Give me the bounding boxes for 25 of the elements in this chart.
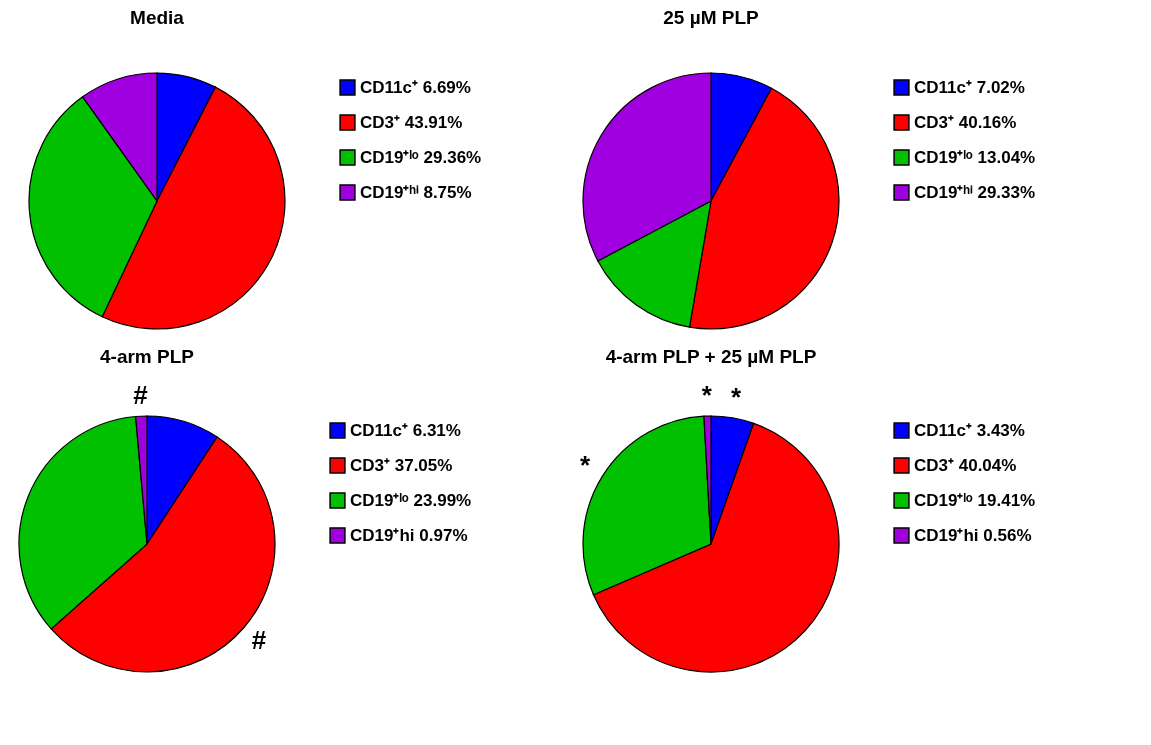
text: * (701, 380, 712, 411)
legend-label: CD3⁺ 40.04% (914, 455, 1017, 475)
legend-label: CD19⁺ˡᵒ 29.36% (360, 147, 482, 167)
chart-title: 4-arm PLP (100, 346, 195, 368)
legend-label: CD19⁺hi 0.56% (914, 525, 1032, 545)
legend-label: CD11c⁺ 7.02% (914, 77, 1025, 97)
legend-label: CD19⁺ˡᵒ 19.41% (914, 490, 1036, 510)
text: * (730, 382, 742, 413)
text: # (251, 624, 267, 655)
legend-label: CD11c⁺ 6.69% (360, 77, 471, 97)
legend-label: CD11c⁺ 6.31% (350, 420, 461, 440)
legend-label: CD3⁺ 37.05% (350, 455, 453, 475)
legend-label: CD11c⁺ 3.43% (914, 420, 1025, 440)
legend-label: CD19⁺ʰⁱ 8.75% (360, 182, 472, 202)
legend-label: CD3⁺ 40.16% (914, 112, 1017, 132)
legend-label: CD19⁺hi 0.97% (350, 525, 468, 545)
legend-label: CD3⁺ 43.91% (360, 112, 463, 132)
legend-label: CD19⁺ˡᵒ 23.99% (350, 490, 472, 510)
chart-title: 25 µM PLP (663, 7, 760, 29)
chart-title: Media (130, 7, 185, 29)
text: * (580, 450, 591, 481)
legend-label: CD19⁺ʰⁱ 29.33% (914, 182, 1036, 202)
text: # (133, 380, 148, 411)
legend-label: CD19⁺ˡᵒ 13.04% (914, 147, 1036, 167)
chart-title: 4-arm PLP + 25 µM PLP (605, 346, 817, 368)
